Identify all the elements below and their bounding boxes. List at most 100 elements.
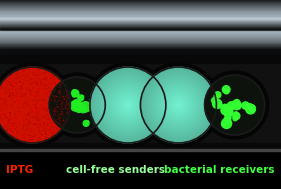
Point: [56, 99, 60, 102]
Point: [25, 83, 30, 86]
Bar: [0, 40, 281, 41]
Point: [35, 109, 40, 112]
Point: [52, 97, 57, 100]
Point: [50, 91, 55, 94]
Point: [14, 135, 19, 138]
Bar: [0, 0, 281, 1]
Point: [19, 85, 24, 88]
Point: [0, 113, 2, 116]
Point: [37, 122, 41, 125]
Point: [46, 82, 51, 85]
Point: [63, 105, 67, 108]
Point: [35, 91, 40, 94]
Point: [32, 122, 36, 125]
Point: [22, 133, 26, 136]
Point: [21, 93, 26, 96]
Point: [23, 78, 28, 81]
Point: [45, 124, 50, 127]
Circle shape: [92, 69, 164, 141]
Point: [43, 79, 47, 82]
Point: [2, 91, 6, 94]
Circle shape: [232, 102, 236, 105]
Point: [46, 92, 50, 95]
Point: [37, 106, 42, 109]
Point: [0, 121, 3, 124]
Bar: [0, 3, 281, 5]
Point: [57, 90, 62, 93]
Point: [22, 92, 27, 95]
Bar: [0, 29, 281, 30]
Point: [13, 80, 17, 83]
Point: [56, 105, 61, 108]
Point: [61, 119, 66, 122]
Point: [31, 114, 35, 117]
Point: [37, 66, 41, 69]
Point: [42, 90, 47, 93]
Point: [26, 80, 30, 83]
Point: [32, 87, 37, 90]
Point: [32, 80, 36, 83]
Point: [35, 132, 40, 135]
Point: [40, 122, 44, 125]
Point: [41, 121, 46, 124]
Circle shape: [72, 93, 75, 96]
Point: [38, 135, 42, 138]
Point: [4, 95, 8, 98]
Circle shape: [228, 107, 233, 111]
Point: [38, 136, 42, 139]
Bar: [0, 8, 281, 9]
Point: [4, 105, 9, 108]
Point: [9, 104, 14, 107]
Point: [44, 79, 48, 82]
Point: [31, 110, 36, 113]
Point: [64, 108, 69, 111]
Circle shape: [159, 86, 198, 124]
Circle shape: [98, 75, 158, 135]
Point: [35, 115, 40, 119]
Point: [11, 115, 15, 118]
Point: [4, 103, 8, 106]
Point: [58, 82, 63, 85]
Bar: [0, 2, 281, 4]
Point: [8, 74, 12, 77]
Bar: [0, 50, 281, 51]
Point: [58, 112, 63, 115]
Point: [0, 86, 5, 89]
Bar: [0, 151, 281, 189]
Point: [51, 131, 56, 134]
Point: [67, 102, 72, 105]
Point: [32, 123, 37, 126]
Point: [40, 99, 44, 102]
Circle shape: [246, 104, 255, 114]
Point: [57, 84, 62, 87]
Point: [5, 88, 10, 91]
Point: [29, 111, 34, 114]
Point: [54, 95, 58, 98]
Bar: [0, 7, 281, 8]
Point: [12, 77, 17, 80]
Bar: [0, 14, 281, 15]
Point: [7, 121, 12, 124]
Point: [59, 106, 64, 109]
Point: [34, 83, 38, 86]
Bar: [0, 18, 281, 19]
Point: [1, 92, 5, 95]
Point: [28, 129, 33, 132]
Point: [49, 98, 54, 101]
Point: [21, 123, 26, 126]
Point: [58, 86, 63, 89]
Point: [26, 130, 30, 133]
Circle shape: [169, 95, 188, 115]
Bar: [0, 149, 281, 151]
Point: [31, 99, 36, 102]
Point: [16, 106, 20, 109]
Point: [37, 85, 41, 88]
Point: [36, 95, 40, 98]
Point: [63, 98, 68, 101]
Point: [53, 75, 58, 78]
Point: [15, 112, 19, 115]
Bar: [0, 26, 281, 28]
Point: [22, 76, 27, 79]
Point: [22, 120, 26, 123]
Circle shape: [225, 115, 231, 121]
